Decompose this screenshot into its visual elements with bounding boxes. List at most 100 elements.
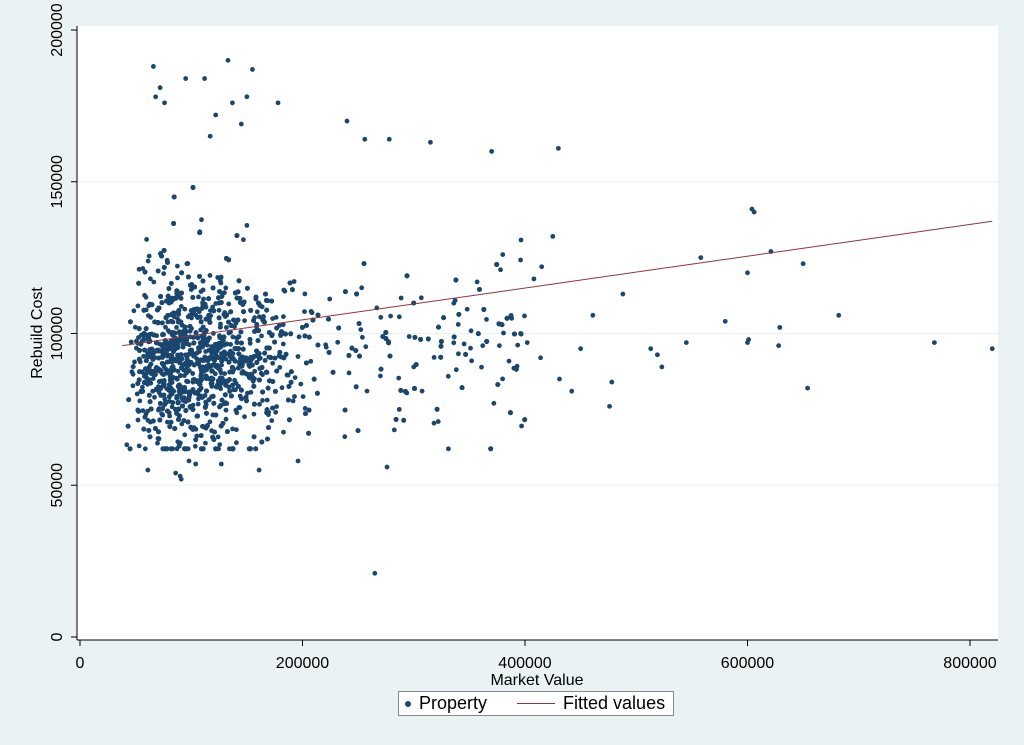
scatter-point	[155, 320, 161, 326]
scatter-point	[240, 346, 246, 352]
scatter-point	[260, 389, 265, 395]
legend: Property Fitted values	[398, 691, 674, 716]
scatter-point	[124, 442, 130, 448]
scatter-point	[239, 387, 244, 393]
scatter-point	[182, 389, 188, 395]
scatter-point	[377, 373, 383, 379]
scatter-point	[659, 364, 665, 370]
scatter-point	[234, 233, 240, 239]
scatter-point	[142, 446, 148, 452]
scatter-point	[269, 298, 274, 304]
scatter-point	[277, 365, 283, 370]
scatter-point	[468, 328, 474, 334]
y-tick-label: 200000	[49, 3, 66, 56]
scatter-point	[186, 274, 191, 280]
scatter-point	[158, 401, 163, 406]
scatter-point	[181, 362, 187, 368]
scatter-point	[159, 300, 165, 306]
scatter-point	[283, 351, 289, 357]
scatter-point	[136, 443, 142, 449]
scatter-point	[155, 307, 160, 313]
scatter-point	[383, 330, 389, 335]
scatter-point	[607, 403, 612, 409]
scatter-point	[217, 375, 223, 381]
scatter-point	[251, 411, 257, 417]
scatter-point	[251, 383, 257, 389]
scatter-point	[326, 316, 331, 322]
scatter-point	[609, 379, 615, 385]
scatter-point	[203, 349, 209, 354]
scatter-point	[361, 261, 367, 266]
scatter-point	[169, 379, 175, 385]
scatter-point	[246, 446, 252, 452]
scatter-point	[257, 377, 262, 383]
scatter-point	[240, 302, 246, 307]
scatter-point	[315, 390, 320, 396]
scatter-point	[228, 309, 234, 315]
scatter-point	[178, 304, 184, 309]
scatter-point	[141, 353, 147, 359]
scatter-point	[184, 357, 190, 363]
scatter-point	[157, 417, 163, 423]
scatter-point	[453, 277, 459, 283]
scatter-point	[183, 329, 189, 334]
scatter-point	[193, 461, 199, 467]
scatter-point	[303, 411, 308, 416]
scatter-point	[195, 413, 200, 419]
scatter-point	[491, 400, 497, 406]
scatter-point	[143, 358, 149, 364]
scatter-point	[230, 426, 236, 432]
scatter-point	[207, 419, 213, 425]
scatter-point	[236, 351, 242, 357]
scatter-point	[238, 121, 244, 127]
scatter-point	[150, 356, 156, 362]
scatter-point	[203, 367, 208, 373]
scatter-point	[181, 341, 187, 347]
scatter-point	[259, 333, 264, 339]
scatter-point	[244, 94, 250, 100]
scatter-point	[418, 295, 424, 301]
scatter-point	[244, 371, 250, 377]
scatter-point	[145, 467, 151, 473]
scatter-point	[244, 398, 249, 404]
scatter-point	[147, 399, 153, 405]
scatter-point	[208, 313, 213, 318]
scatter-point	[213, 112, 219, 118]
scatter-point	[233, 407, 239, 413]
scatter-point	[148, 276, 153, 282]
scatter-point	[201, 296, 206, 302]
scatter-point	[290, 287, 295, 293]
scatter-point	[132, 359, 137, 365]
scatter-point	[243, 394, 249, 400]
scatter-point	[620, 291, 626, 297]
scatter-point	[135, 381, 141, 386]
scatter-point	[136, 408, 142, 414]
scatter-point	[222, 392, 228, 398]
scatter-point	[151, 64, 156, 69]
scatter-point	[217, 324, 223, 330]
scatter-point	[431, 420, 437, 426]
scatter-point	[195, 315, 201, 320]
scatter-point	[132, 324, 138, 330]
scatter-point	[384, 464, 390, 470]
scatter-point	[264, 298, 269, 303]
scatter-point	[569, 388, 575, 394]
scatter-point	[145, 418, 151, 423]
scatter-point	[270, 405, 275, 411]
scatter-point	[230, 334, 236, 340]
scatter-point	[231, 317, 237, 323]
scatter-point	[197, 230, 203, 236]
scatter-point	[354, 291, 359, 297]
scatter-point	[130, 383, 136, 389]
scatter-point	[438, 354, 444, 360]
scatter-point	[464, 306, 470, 312]
scatter-point	[434, 406, 440, 412]
scatter-point	[191, 308, 197, 313]
scatter-point	[198, 319, 204, 325]
scatter-point	[411, 364, 417, 370]
scatter-point	[171, 194, 177, 200]
scatter-point	[227, 329, 233, 335]
scatter-point	[177, 473, 183, 479]
scatter-point	[274, 404, 279, 409]
scatter-point	[353, 348, 359, 353]
